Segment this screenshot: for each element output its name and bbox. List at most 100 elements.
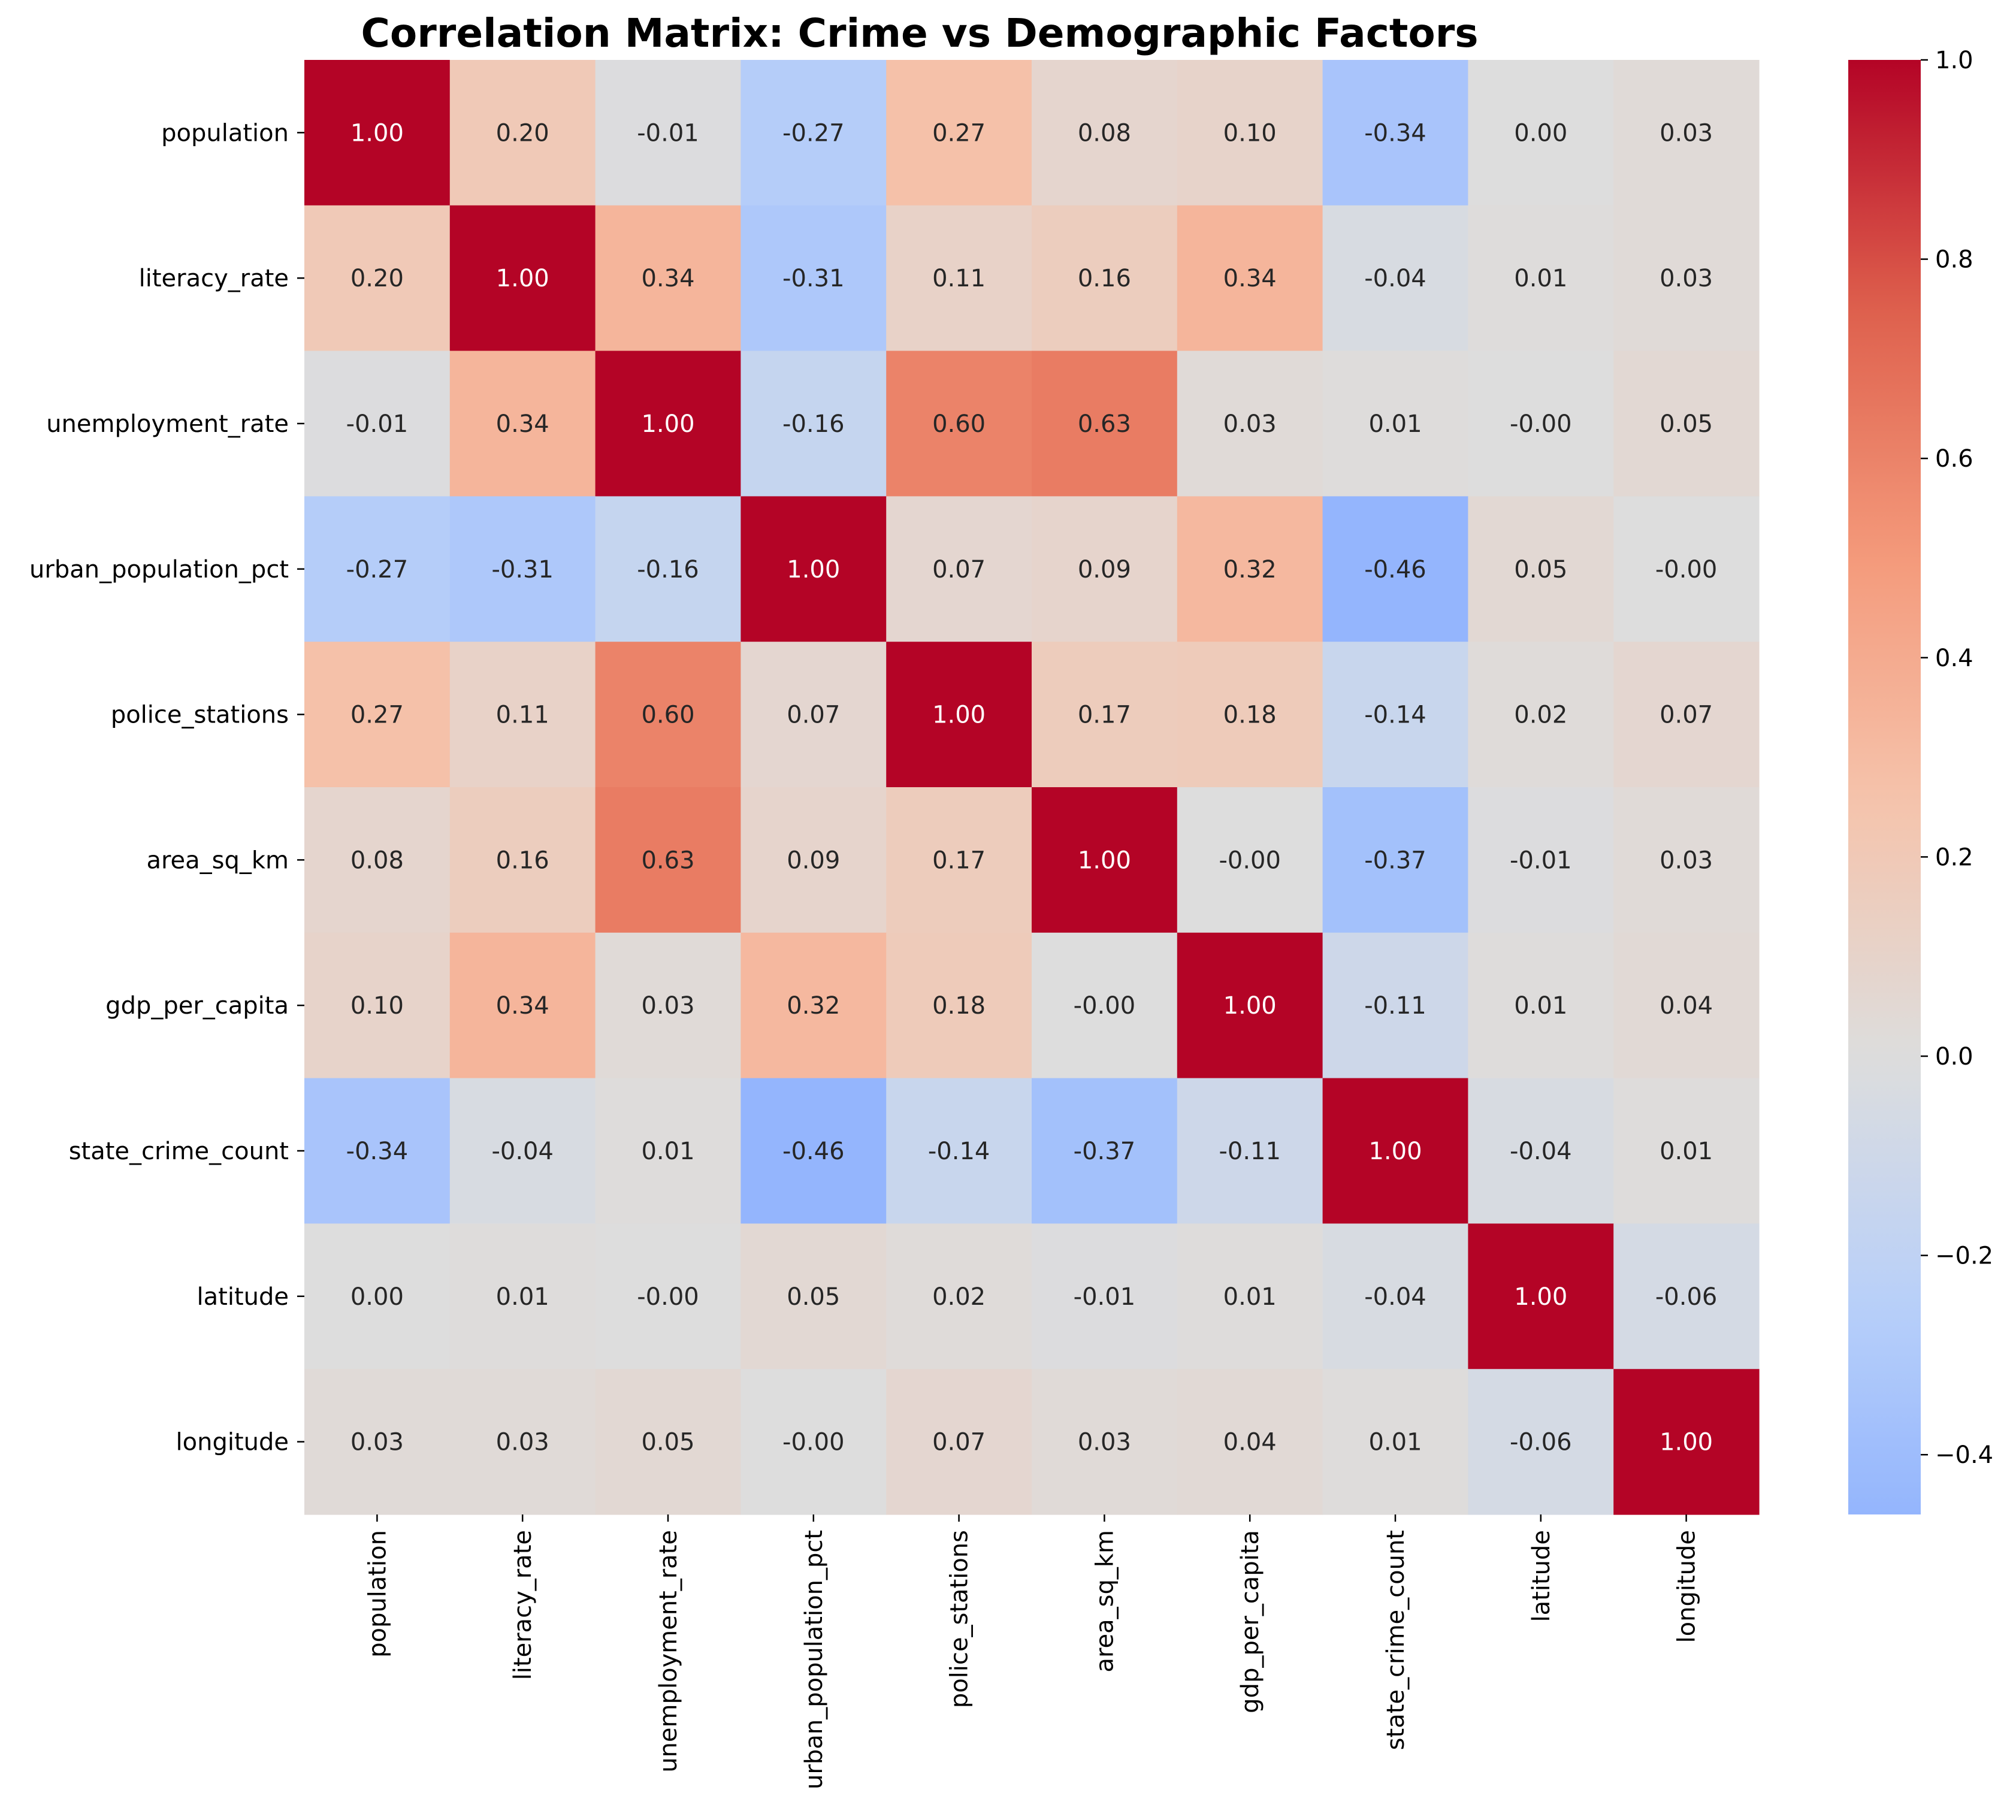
cell-annotation-longitude-state_crime_count: 0.01: [1368, 1429, 1422, 1456]
heatmap-cell-state_crime_count-gdp_per_capita: [1177, 1078, 1323, 1224]
cell-annotation-area_sq_km-state_crime_count: -0.37: [1364, 846, 1426, 874]
heatmap-cell-state_crime_count-area_sq_km: [1032, 1078, 1178, 1224]
column-label-police_stations: police_stations: [946, 1530, 974, 1708]
heatmap-cell-unemployment_rate-literacy_rate: [449, 350, 596, 497]
heatmap-cell-literacy_rate-urban_population_pct: [740, 205, 887, 352]
row-label-literacy_rate: literacy_rate: [139, 265, 289, 292]
heatmap-cell-latitude-literacy_rate: [449, 1223, 596, 1369]
cell-annotation-urban_population_pct-urban_population_pct: 1.00: [787, 556, 840, 584]
cell-annotation-urban_population_pct-literacy_rate: -0.31: [491, 556, 554, 584]
heatmap-cell-latitude-state_crime_count: [1322, 1223, 1468, 1369]
cell-annotation-latitude-area_sq_km: -0.01: [1074, 1283, 1136, 1311]
row-label-state_crime_count: state_crime_count: [69, 1138, 289, 1165]
heatmap-cell-police_stations-state_crime_count: [1322, 642, 1468, 788]
cell-annotation-unemployment_rate-state_crime_count: 0.01: [1368, 410, 1422, 438]
heatmap-cell-latitude-police_stations: [886, 1223, 1032, 1369]
heatmap-cell-longitude-unemployment_rate: [595, 1369, 741, 1515]
heatmap-cell-population-police_stations: [886, 60, 1032, 206]
heatmap-cell-urban_population_pct-latitude: [1468, 496, 1614, 642]
heatmap-cell-longitude-gdp_per_capita: [1177, 1369, 1323, 1515]
cell-annotation-area_sq_km-police_stations: 0.17: [932, 846, 986, 874]
cell-annotation-state_crime_count-state_crime_count: 1.00: [1368, 1138, 1422, 1165]
cell-annotations: 1.00 0.20 -0.01 -0.27 0.27 0.08 0.10 -0.34 0.00 0…: [346, 119, 1718, 1456]
heatmap-cell-area_sq_km-population: [304, 787, 451, 933]
heatmap-cell-population-population: [304, 60, 451, 206]
cell-annotation-longitude-unemployment_rate: 0.05: [641, 1429, 694, 1456]
cell-annotation-latitude-unemployment_rate: -0.00: [637, 1283, 699, 1311]
heatmap-cell-police_stations-gdp_per_capita: [1177, 642, 1323, 788]
cell-annotation-latitude-police_stations: 0.02: [932, 1283, 986, 1311]
cell-annotation-police_stations-longitude: 0.07: [1660, 702, 1713, 729]
heatmap-cell-latitude-latitude: [1468, 1223, 1614, 1369]
heatmap-cell-population-unemployment_rate: [595, 60, 741, 206]
row-label-urban_population_pct: urban_population_pct: [29, 556, 289, 584]
row-label-longitude: longitude: [176, 1429, 289, 1456]
heatmap-cell-state_crime_count-population: [304, 1078, 451, 1224]
cell-annotation-unemployment_rate-literacy_rate: 0.34: [496, 410, 549, 438]
heatmap-cell-gdp_per_capita-latitude: [1468, 932, 1614, 1079]
cell-annotation-area_sq_km-population: 0.08: [350, 846, 404, 874]
cell-annotation-latitude-population: 0.00: [350, 1283, 404, 1311]
heatmap-cell-area_sq_km-gdp_per_capita: [1177, 787, 1323, 933]
cell-annotation-area_sq_km-unemployment_rate: 0.63: [641, 846, 694, 874]
cell-annotation-gdp_per_capita-longitude: 0.04: [1660, 992, 1713, 1020]
column-label-longitude: longitude: [1673, 1530, 1701, 1643]
heatmap-cell-longitude-literacy_rate: [449, 1369, 596, 1515]
cell-annotation-longitude-population: 0.03: [350, 1429, 404, 1456]
heatmap-cell-urban_population_pct-gdp_per_capita: [1177, 496, 1323, 642]
colorbar-tick-label: 0.8: [1935, 246, 1973, 274]
heatmap-cell-unemployment_rate-state_crime_count: [1322, 350, 1468, 497]
cell-annotation-gdp_per_capita-literacy_rate: 0.34: [496, 992, 549, 1020]
heatmap-cell-unemployment_rate-longitude: [1613, 350, 1760, 497]
heatmap-cell-state_crime_count-latitude: [1468, 1078, 1614, 1224]
heatmap-cell-police_stations-urban_population_pct: [740, 642, 887, 788]
cell-annotation-police_stations-latitude: 0.02: [1514, 702, 1567, 729]
cell-annotation-literacy_rate-area_sq_km: 0.16: [1078, 265, 1131, 292]
cell-annotation-area_sq_km-longitude: 0.03: [1660, 846, 1713, 874]
cell-annotation-police_stations-state_crime_count: -0.14: [1364, 702, 1426, 729]
heatmap-cell-unemployment_rate-gdp_per_capita: [1177, 350, 1323, 497]
colorbar-tick-label: 0.4: [1935, 645, 1973, 672]
cell-annotation-state_crime_count-latitude: -0.04: [1510, 1138, 1572, 1165]
heatmap-cell-state_crime_count-unemployment_rate: [595, 1078, 741, 1224]
row-label-unemployment_rate: unemployment_rate: [46, 410, 289, 438]
cell-annotation-police_stations-unemployment_rate: 0.60: [641, 702, 694, 729]
cell-annotation-population-latitude: 0.00: [1514, 119, 1567, 147]
cell-annotation-longitude-urban_population_pct: -0.00: [782, 1429, 845, 1456]
cell-annotation-literacy_rate-gdp_per_capita: 0.34: [1223, 265, 1277, 292]
heatmap-cell-longitude-longitude: [1613, 1369, 1760, 1515]
cell-annotation-literacy_rate-latitude: 0.01: [1514, 265, 1567, 292]
heatmap-cell-literacy_rate-police_stations: [886, 205, 1032, 352]
heatmap-cell-literacy_rate-state_crime_count: [1322, 205, 1468, 352]
colorbar-gradient: [1848, 60, 1921, 1514]
heatmap-cell-gdp_per_capita-unemployment_rate: [595, 932, 741, 1079]
cell-annotation-gdp_per_capita-latitude: 0.01: [1514, 992, 1567, 1020]
colorbar-tick-label: 0.6: [1935, 445, 1973, 473]
cell-annotation-state_crime_count-urban_population_pct: -0.46: [782, 1138, 845, 1165]
cell-annotation-latitude-longitude: -0.06: [1655, 1283, 1718, 1311]
cell-annotation-police_stations-gdp_per_capita: 0.18: [1223, 702, 1277, 729]
heatmap-cell-urban_population_pct-police_stations: [886, 496, 1032, 642]
cell-annotation-gdp_per_capita-police_stations: 0.18: [932, 992, 986, 1020]
cell-annotation-population-state_crime_count: -0.34: [1364, 119, 1426, 147]
cell-annotation-unemployment_rate-area_sq_km: 0.63: [1078, 410, 1131, 438]
cell-annotation-literacy_rate-police_stations: 0.11: [932, 265, 986, 292]
heatmap-cell-police_stations-longitude: [1613, 642, 1760, 788]
heatmap-cell-urban_population_pct-literacy_rate: [449, 496, 596, 642]
cell-annotation-literacy_rate-longitude: 0.03: [1660, 265, 1713, 292]
cell-annotation-gdp_per_capita-state_crime_count: -0.11: [1364, 992, 1426, 1020]
heatmap-cell-state_crime_count-literacy_rate: [449, 1078, 596, 1224]
heatmap-cell-longitude-state_crime_count: [1322, 1369, 1468, 1515]
cell-annotation-state_crime_count-area_sq_km: -0.37: [1074, 1138, 1136, 1165]
column-tick-labels: population literacy_rate unemployment_rate…: [364, 1514, 1701, 1789]
cell-annotation-longitude-area_sq_km: 0.03: [1078, 1429, 1131, 1456]
cell-annotation-police_stations-urban_population_pct: 0.07: [787, 702, 840, 729]
heatmap-cell-literacy_rate-population: [304, 205, 451, 352]
heatmap-cell-unemployment_rate-police_stations: [886, 350, 1032, 497]
heatmap-cell-unemployment_rate-urban_population_pct: [740, 350, 887, 497]
heatmap-cell-population-urban_population_pct: [740, 60, 887, 206]
cell-annotation-latitude-gdp_per_capita: 0.01: [1223, 1283, 1277, 1311]
cell-annotation-unemployment_rate-unemployment_rate: 1.00: [641, 410, 694, 438]
heatmap-cell-literacy_rate-longitude: [1613, 205, 1760, 352]
